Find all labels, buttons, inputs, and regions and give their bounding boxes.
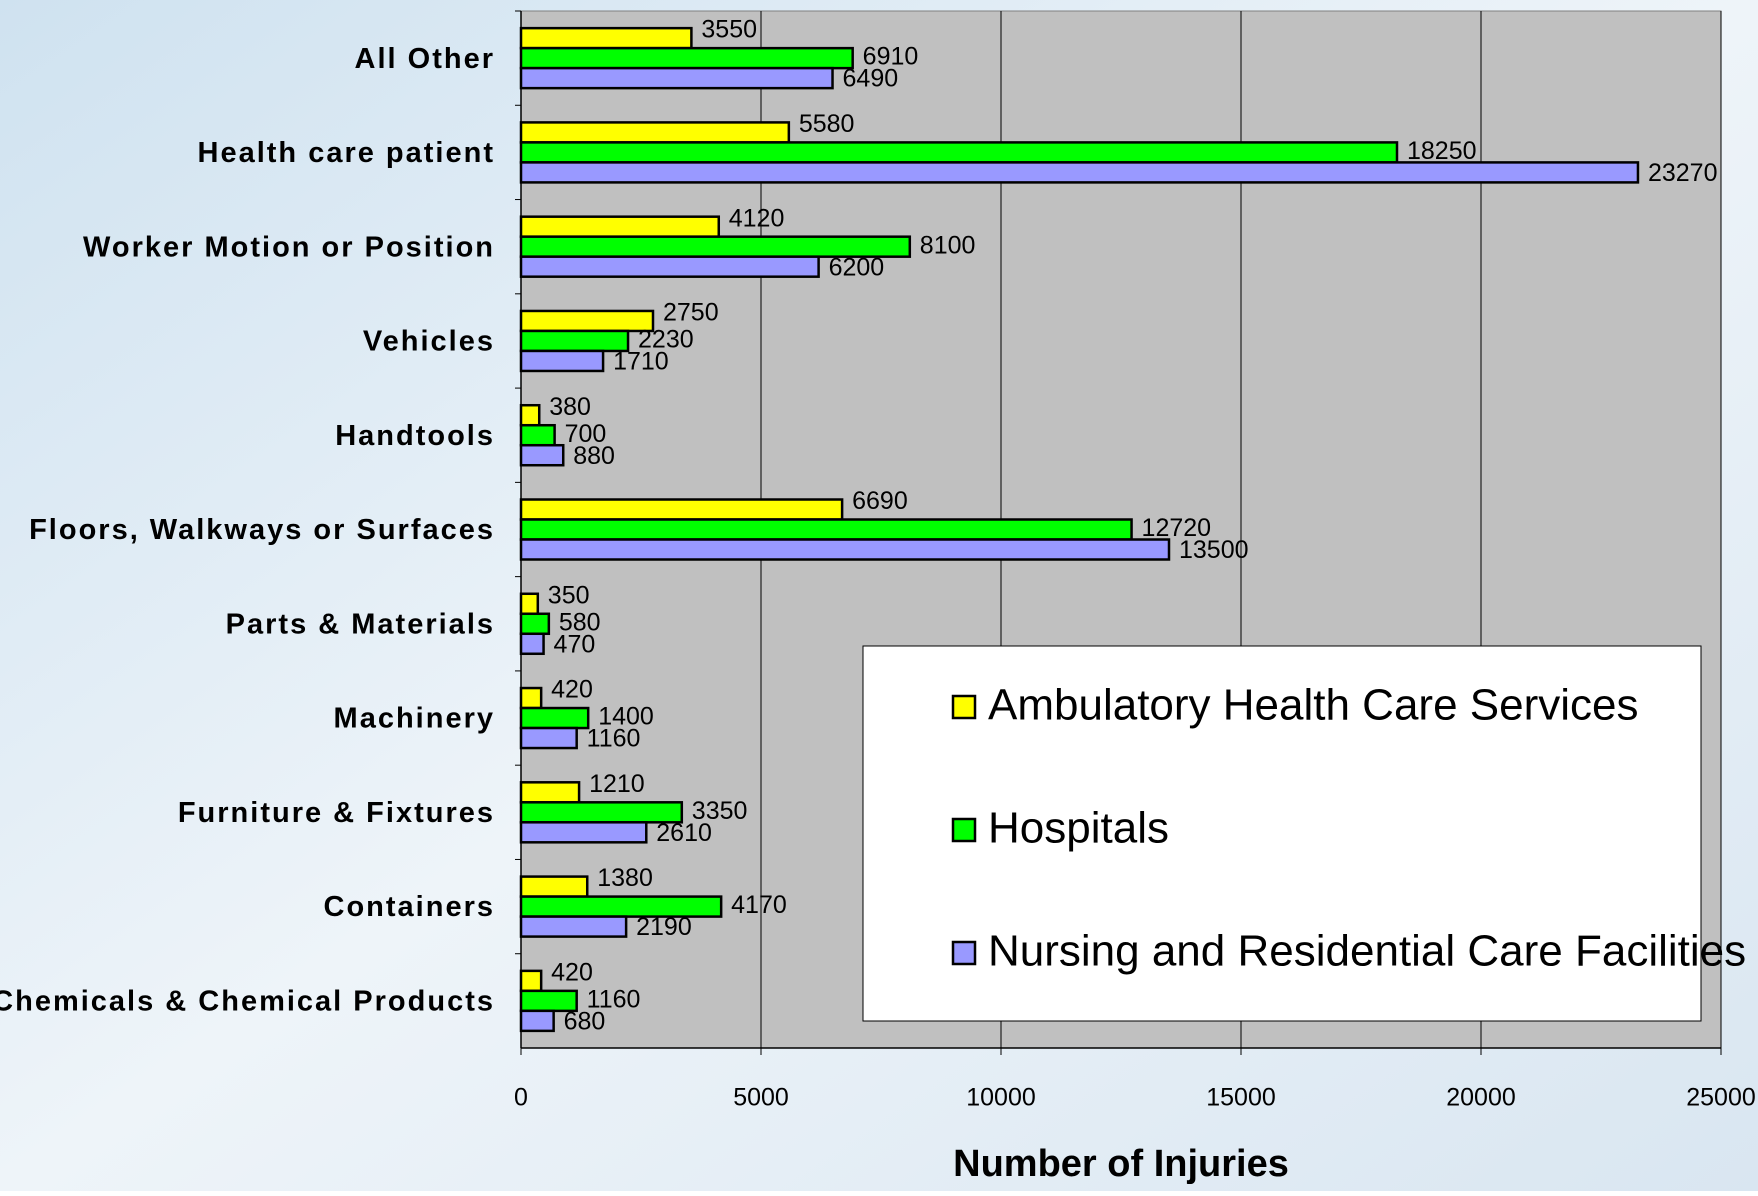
y-tick-label: Vehicles: [363, 326, 495, 358]
value-label: 2190: [636, 913, 692, 941]
bar: [521, 540, 1169, 560]
value-label: 4120: [729, 204, 785, 232]
y-tick-label: Floors, Walkways or Surfaces: [29, 514, 495, 546]
bar: [521, 405, 539, 425]
value-label: 5580: [799, 110, 855, 138]
legend-label: Hospitals: [988, 804, 1169, 853]
bar: [521, 614, 549, 634]
bar: [521, 217, 719, 237]
bar: [521, 782, 579, 802]
legend-swatch: [953, 942, 975, 964]
value-label: 23270: [1648, 159, 1718, 187]
bar: [521, 688, 541, 708]
bar: [521, 122, 789, 142]
x-tick-label: 10000: [966, 1084, 1036, 1112]
bar: [521, 634, 544, 654]
bar: [521, 311, 653, 331]
bar: [521, 728, 577, 748]
value-label: 2750: [663, 299, 719, 327]
value-label: 6200: [829, 253, 885, 281]
x-axis-title: Number of Injuries: [953, 1143, 1289, 1185]
value-label: 2610: [656, 819, 712, 847]
bar: [521, 445, 563, 465]
y-tick-label: Containers: [324, 891, 495, 923]
value-label: 880: [573, 442, 615, 470]
bar: [521, 1011, 554, 1031]
value-label: 8100: [920, 231, 976, 259]
bar: [521, 594, 538, 614]
bar: [521, 28, 691, 48]
y-tick-label: Handtools: [335, 420, 495, 452]
value-label: 1380: [597, 864, 653, 892]
y-tick-label: Worker Motion or Position: [83, 231, 495, 263]
bar: [521, 877, 587, 897]
bar: [521, 971, 541, 991]
bar: [521, 520, 1132, 540]
value-label: 380: [549, 393, 591, 421]
value-label: 18250: [1407, 137, 1477, 165]
x-tick-label: 15000: [1206, 1084, 1276, 1112]
value-label: 3550: [701, 16, 757, 44]
bar: [521, 162, 1638, 182]
value-label: 680: [564, 1007, 606, 1035]
x-tick-label: 0: [514, 1084, 528, 1112]
bar: [521, 351, 603, 371]
value-label: 6490: [843, 65, 899, 93]
value-label: 420: [551, 958, 593, 986]
bar: [521, 48, 853, 68]
value-label: 1710: [613, 348, 669, 376]
value-label: 470: [554, 630, 596, 658]
legend-swatch: [953, 696, 975, 718]
y-tick-label: Chemicals & Chemical Products: [0, 986, 495, 1018]
value-label: 4170: [731, 891, 787, 919]
x-tick-label: 25000: [1686, 1084, 1756, 1112]
bar: [521, 331, 628, 351]
bar: [521, 68, 833, 88]
y-tick-label: Health care patient: [198, 137, 495, 169]
value-label: 1160: [587, 725, 641, 753]
bar: [521, 257, 819, 277]
value-label: 6690: [852, 487, 908, 515]
value-label: 1210: [589, 770, 645, 798]
legend-label: Nursing and Residential Care Facilities: [988, 927, 1746, 976]
x-tick-label: 5000: [733, 1084, 789, 1112]
legend-label: Ambulatory Health Care Services: [988, 681, 1638, 730]
bar: [521, 822, 646, 842]
y-tick-label: All Other: [355, 43, 495, 75]
bar: [521, 917, 626, 937]
bar: [521, 142, 1397, 162]
value-label: 13500: [1179, 536, 1249, 564]
value-label: 350: [548, 581, 590, 609]
value-label: 420: [551, 676, 593, 704]
x-tick-label: 20000: [1446, 1084, 1516, 1112]
bar: [521, 425, 555, 445]
y-tick-label: Machinery: [334, 703, 495, 735]
bar: [521, 708, 588, 728]
legend-swatch: [953, 819, 975, 841]
y-tick-label: Furniture & Fixtures: [178, 797, 495, 829]
y-tick-label: Parts & Materials: [226, 608, 495, 640]
bar: [521, 500, 842, 520]
chart: Number of Injuries 0 5000 10000 15000 20000 2…: [0, 0, 1758, 1191]
